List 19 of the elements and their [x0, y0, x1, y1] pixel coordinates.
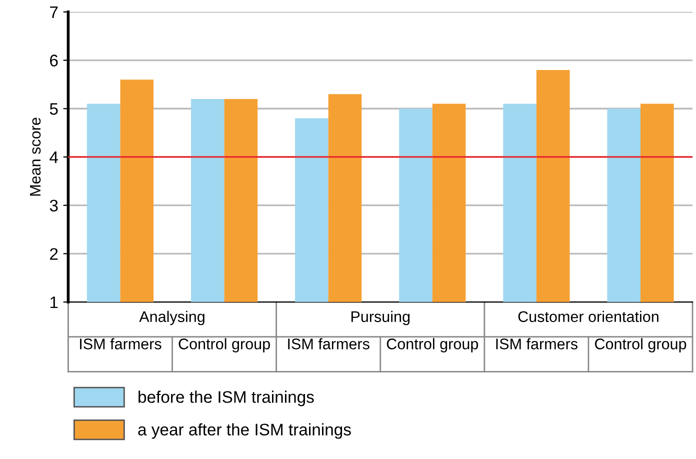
legend-label: a year after the ISM trainings [138, 423, 351, 439]
y-tick-label: 1 [50, 296, 58, 308]
x-tick-label: ISM farmers [288, 338, 370, 350]
text: Analysing [139, 310, 204, 326]
text: Pursuing [351, 310, 410, 326]
x-tick-label: Control group [594, 338, 686, 352]
y-tick-label: 6 [50, 54, 58, 66]
x-tick-label: Control group [386, 338, 478, 352]
legend-label: before the ISM trainings [138, 390, 314, 406]
y-tick-label: 7 [50, 6, 58, 18]
y-tick-label: 3 [50, 200, 58, 212]
x-tick-label: ISM farmers [80, 338, 162, 350]
y-tick-label: 4 [50, 152, 58, 164]
y-tick-label: 2 [50, 248, 58, 260]
text: Customer orientation [518, 310, 658, 322]
y-tick-label: 5 [50, 103, 58, 115]
y-axis-title: Mean score [30, 118, 41, 196]
x-tick-label: Control group [178, 338, 270, 352]
x-tick-label: ISM farmers [496, 338, 578, 350]
